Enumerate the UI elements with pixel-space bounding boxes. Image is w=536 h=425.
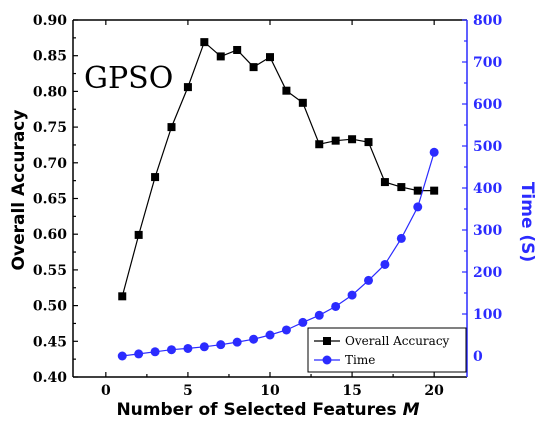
time-point (429, 147, 439, 157)
time-point (314, 310, 324, 320)
time-point (183, 343, 193, 353)
y-tick-label: 0.40 (33, 370, 67, 386)
chart-annotation: GPSO (84, 61, 173, 96)
accuracy-point (216, 52, 225, 61)
accuracy-point (118, 292, 127, 301)
legend-time-marker (322, 355, 332, 365)
time-point (117, 351, 127, 361)
accuracy-point (233, 45, 242, 54)
accuracy-point (331, 136, 340, 145)
y-tick-label: 0.85 (33, 49, 67, 65)
time-point (232, 337, 242, 347)
time-point (199, 342, 209, 352)
accuracy-point (200, 38, 209, 47)
y-tick-label: 0.90 (33, 13, 67, 29)
accuracy-point (380, 178, 389, 187)
accuracy-point (413, 186, 422, 195)
y-tick-label: 0.75 (33, 120, 67, 136)
accuracy-point (348, 135, 357, 144)
time-point (167, 345, 176, 355)
accuracy-point (430, 186, 439, 195)
time-point (281, 325, 291, 335)
x-tick-label: 0 (101, 383, 111, 399)
accuracy-point (298, 98, 307, 107)
axes-layer: 0.40 0.45 0.50 0.55 0.60 0.65 0.70 0.75 0.80 0.85… (33, 13, 503, 399)
x-axis-title-text: Number of Selected Features (116, 400, 396, 420)
y2-tick-label: 600 (473, 97, 502, 113)
x-tick-label: 20 (424, 383, 444, 399)
y-tick-label: 0.45 (33, 334, 67, 350)
y-tick-label: 0.60 (33, 227, 67, 243)
time-point (380, 259, 390, 269)
y-tick-label: 0.70 (33, 156, 67, 172)
time-point (347, 290, 357, 300)
y2-tick-label: 500 (473, 139, 502, 155)
accuracy-point (315, 140, 324, 149)
accuracy-point (151, 173, 160, 182)
time-point (413, 202, 423, 212)
y-axis-title: Overall Accuracy (9, 110, 29, 271)
accuracy-point (183, 83, 192, 92)
y-tick-label: 0.65 (33, 192, 67, 208)
legend-accuracy-marker (323, 337, 331, 345)
y2-tick-label: 0 (473, 349, 483, 365)
x-axis-title-variable: M (403, 400, 420, 420)
time-point (249, 334, 259, 344)
y2-tick-label: 400 (473, 181, 502, 197)
time-point (265, 330, 275, 340)
legend-box (307, 327, 467, 373)
accuracy-series-line (121, 41, 435, 297)
accuracy-point (266, 53, 274, 62)
series-layer (117, 38, 439, 361)
y2-tick-label: 800 (473, 13, 502, 29)
y2-tick-label: 700 (473, 55, 502, 71)
accuracy-point (249, 63, 258, 72)
x-axis-title: Number of Selected Features M (116, 400, 419, 420)
y-tick-label: 0.55 (33, 263, 67, 279)
x-tick-label: 15 (342, 383, 361, 399)
legend-accuracy-label: Overall Accuracy (345, 334, 450, 348)
accuracy-point (397, 183, 406, 192)
accuracy-point (167, 123, 176, 132)
y-tick-label: 0.80 (33, 84, 67, 100)
time-point (364, 275, 373, 285)
y2-tick-label: 200 (473, 265, 502, 281)
accuracy-point (282, 86, 291, 95)
x-tick-label: 10 (260, 383, 280, 399)
time-point (331, 301, 341, 311)
time-point (150, 347, 160, 357)
time-point (134, 349, 144, 359)
y2-axis-title: Time (S) (517, 182, 536, 262)
y2-tick-label: 300 (473, 223, 502, 239)
time-point (396, 233, 406, 243)
x-tick-label: 5 (183, 383, 193, 399)
legend: Overall Accuracy Time (307, 327, 467, 373)
legend-time-label: Time (345, 353, 375, 367)
accuracy-point (134, 230, 143, 239)
y-tick-label: 0.50 (33, 299, 67, 315)
y2-tick-label: 100 (473, 307, 502, 323)
time-point (216, 340, 226, 350)
time-point (298, 317, 308, 327)
accuracy-point (364, 138, 373, 147)
